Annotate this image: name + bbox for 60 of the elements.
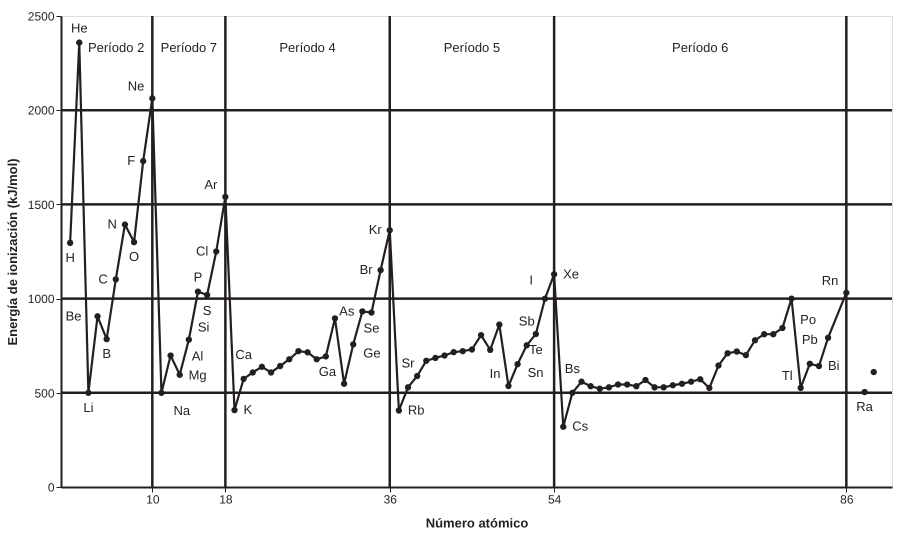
annotation: In [490,366,500,382]
annotation: Período 5 [444,40,500,55]
annotation: Período 2 [88,40,144,55]
annotation: F [127,153,136,168]
annotation: Bi [828,358,840,374]
annotation: Cs [572,418,589,434]
annotation: S [202,303,212,318]
x-tick-label: 36 [384,492,398,506]
annotation: Xe [563,266,580,282]
y-axis-title: Energía de ionización (kJ/mol) [4,158,20,346]
x-tick-label: 86 [840,492,854,506]
annotation: Rb [408,402,425,418]
annotation: Sr [402,355,416,370]
annotation: Período 7 [160,40,218,55]
annotation: He [70,20,88,36]
x-tick-label: 18 [219,492,233,506]
annotation: Ne [128,78,144,94]
annotation: As [339,303,355,318]
y-tick-label: 0 [48,480,55,494]
annotation: Kr [368,222,382,238]
annotation: Período 4 [279,40,336,55]
annotation: I [529,272,533,288]
annotation: Tl [782,368,793,383]
annotation: Bs [564,360,580,376]
annotation: Ra [856,399,874,414]
annotation: N [108,216,117,232]
annotation: H [65,250,75,265]
annotation: Ga [318,364,337,379]
annotation: K [244,402,253,418]
annotation: C [98,271,108,286]
x-axis-title: Número atómico [426,516,528,530]
y-tick-label: 1500 [28,198,55,212]
annotation: Sb [518,313,535,328]
y-tick-label: 2500 [28,10,55,24]
annotation: P [194,270,202,285]
annotation: Ge [363,345,381,360]
annotation: O [128,249,140,264]
annotation: Br [360,262,374,278]
annotation: Cl [196,244,208,258]
annotation: Se [364,320,380,336]
annotation: Rn [822,272,838,288]
annotation: Mg [188,367,207,382]
annotation: Pb [802,332,818,347]
annotation: Po [800,312,816,327]
y-tick-label: 500 [34,386,55,400]
annotation: Si [198,320,210,335]
annotation: Li [83,400,94,415]
annotation: Na [173,402,191,418]
annotation: Período 6 [672,40,728,55]
annotation: Be [66,308,82,324]
y-tick-label: 1000 [28,292,55,306]
annotation: Ar [204,176,218,192]
annotation: Sn [528,365,544,380]
annotation: B [102,346,111,362]
y-tick-label: 2000 [28,104,55,118]
annotation: Al [192,348,204,364]
annotation: Ca [235,346,253,362]
x-tick-label: 10 [146,492,160,506]
x-tick-label: 54 [548,492,562,506]
annotation: Te [528,342,543,358]
